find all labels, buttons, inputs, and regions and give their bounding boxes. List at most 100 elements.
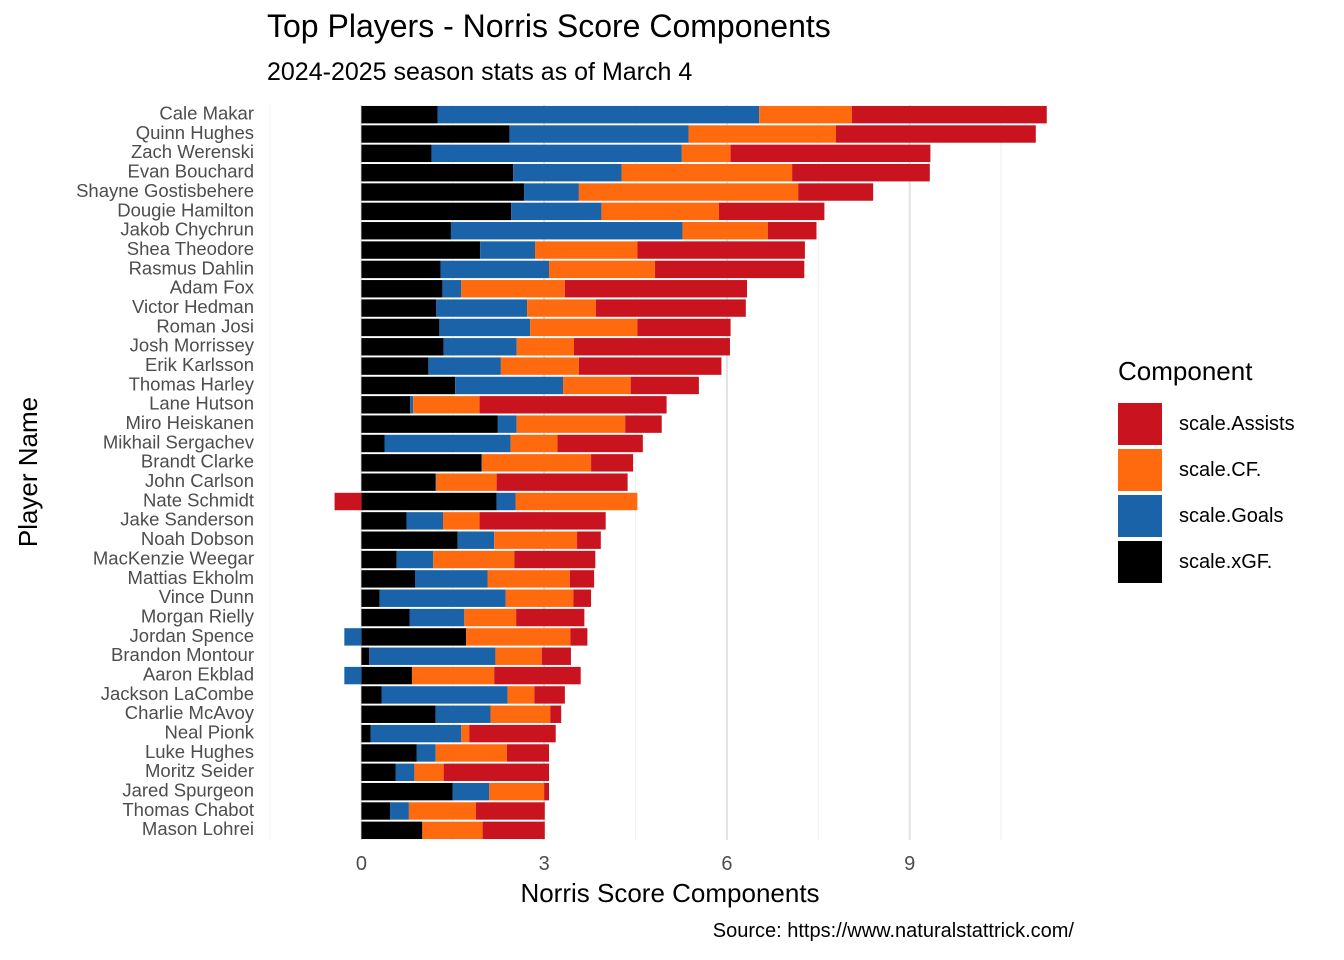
bar-3-25	[573, 589, 592, 607]
bar-3-6	[767, 222, 817, 240]
chart-title: Top Players - Norris Score Components	[267, 8, 831, 44]
bar-2-37	[422, 821, 483, 840]
bar-3-5	[719, 202, 825, 221]
bar-3-3	[792, 163, 930, 182]
bar-0-8	[361, 260, 441, 279]
y-tick-label: Thomas Harley	[129, 373, 255, 394]
y-tick-label: Jared Spurgeon	[122, 780, 254, 801]
bar-1-33	[416, 744, 436, 762]
legend-item-xgf: scale.xGF.	[1118, 539, 1295, 585]
y-tick-label: Neal Pionk	[165, 722, 255, 743]
bar-0-6	[361, 222, 451, 240]
bar-0-18	[361, 454, 482, 472]
y-tick-label: Luke Hughes	[145, 741, 254, 762]
bar-0-9	[361, 280, 443, 298]
x-tick-label: 6	[721, 853, 732, 875]
y-tick-label: Mattias Ekholm	[128, 567, 254, 588]
bar-1-12	[443, 338, 517, 356]
y-tick-label: Jake Sanderson	[120, 509, 254, 530]
bar-0-17	[361, 434, 385, 453]
x-tick-label: 9	[904, 853, 915, 875]
bar-0-22	[361, 531, 458, 549]
legend-key-xgf	[1118, 541, 1162, 583]
bar-2-33	[435, 744, 507, 762]
bar-1-29	[344, 666, 362, 685]
x-tick-labels: 0 3 6 9	[356, 853, 915, 875]
y-tick-label: Shea Theodore	[127, 238, 254, 259]
bar-0-7	[361, 241, 481, 259]
bar-1-11	[439, 318, 531, 337]
bar-2-13	[500, 357, 579, 375]
bar-2-35	[489, 782, 545, 801]
bar-0-20	[361, 492, 497, 511]
bar-1-30	[381, 686, 508, 704]
legend-item-cf: scale.CF.	[1118, 447, 1295, 493]
bar-0-21	[361, 512, 407, 530]
bar-2-22	[494, 531, 578, 549]
source-caption: Source: https://www.naturalstattrick.com…	[712, 920, 1074, 942]
bar-0-31	[361, 705, 436, 723]
bar-1-15	[410, 396, 414, 414]
bar-2-1	[688, 125, 836, 143]
bar-2-7	[535, 241, 638, 259]
bar-2-28	[495, 647, 542, 665]
bar-0-37	[361, 821, 423, 840]
bar-3-7	[637, 241, 805, 259]
legend-key-cf	[1118, 449, 1162, 491]
bar-1-10	[436, 299, 528, 317]
bar-3-31	[550, 705, 562, 723]
bar-0-34	[361, 763, 396, 782]
bar-2-36	[408, 802, 476, 820]
bar-2-10	[527, 299, 596, 317]
bar-2-2	[681, 144, 731, 163]
y-axis-title: Player Name	[13, 397, 43, 547]
x-axis-title: Norris Score Components	[520, 878, 819, 908]
y-tick-label: Rasmus Dahlin	[129, 257, 254, 278]
bar-1-2	[431, 144, 682, 163]
legend-key-assists	[1118, 403, 1162, 445]
bar-0-14	[361, 376, 456, 395]
bar-1-34	[395, 763, 415, 782]
bar-3-8	[655, 260, 805, 279]
bar-3-33	[506, 744, 550, 762]
y-tick-label: Roman Josi	[156, 315, 254, 336]
bar-0-15	[361, 396, 411, 414]
bar-0-10	[361, 299, 437, 317]
bar-1-4	[524, 183, 579, 201]
bar-0-19	[361, 473, 436, 491]
bar-3-30	[534, 686, 565, 704]
y-tick-label: Victor Hedman	[132, 296, 254, 317]
bar-2-3	[621, 163, 793, 182]
bar-2-5	[601, 202, 720, 221]
bar-1-18	[481, 454, 483, 472]
bar-3-37	[482, 821, 545, 840]
y-tick-label: Brandon Montour	[111, 644, 254, 665]
y-tick-label: Evan Bouchard	[127, 161, 254, 182]
bar-1-0	[437, 105, 760, 124]
bar-2-29	[411, 666, 495, 685]
bar-group	[334, 105, 1047, 840]
y-tick-label: Charlie McAvoy	[125, 702, 255, 723]
legend-item-assists: scale.Assists	[1118, 401, 1295, 447]
bar-1-1	[509, 125, 689, 143]
y-tick-label: Cale Makar	[159, 103, 254, 124]
bar-3-14	[630, 376, 699, 395]
legend-label-assists: scale.Assists	[1179, 412, 1295, 435]
bar-3-34	[443, 763, 550, 782]
legend-label-cf: scale.CF.	[1179, 458, 1262, 481]
bar-2-6	[682, 222, 768, 240]
bar-1-8	[440, 260, 550, 279]
bar-1-13	[428, 357, 501, 375]
bar-1-32	[370, 724, 462, 743]
bar-1-17	[384, 434, 511, 453]
bar-2-14	[563, 376, 631, 395]
bar-0-5	[361, 202, 512, 221]
bar-3-12	[574, 338, 730, 356]
bar-3-20	[334, 492, 362, 511]
bar-2-30	[507, 686, 535, 704]
bar-3-18	[591, 454, 634, 472]
bar-3-23	[514, 550, 596, 569]
bar-1-27	[344, 628, 362, 646]
bar-1-19	[435, 473, 437, 491]
legend: Component scale.Assists scale.CF. scale.…	[1118, 356, 1295, 585]
